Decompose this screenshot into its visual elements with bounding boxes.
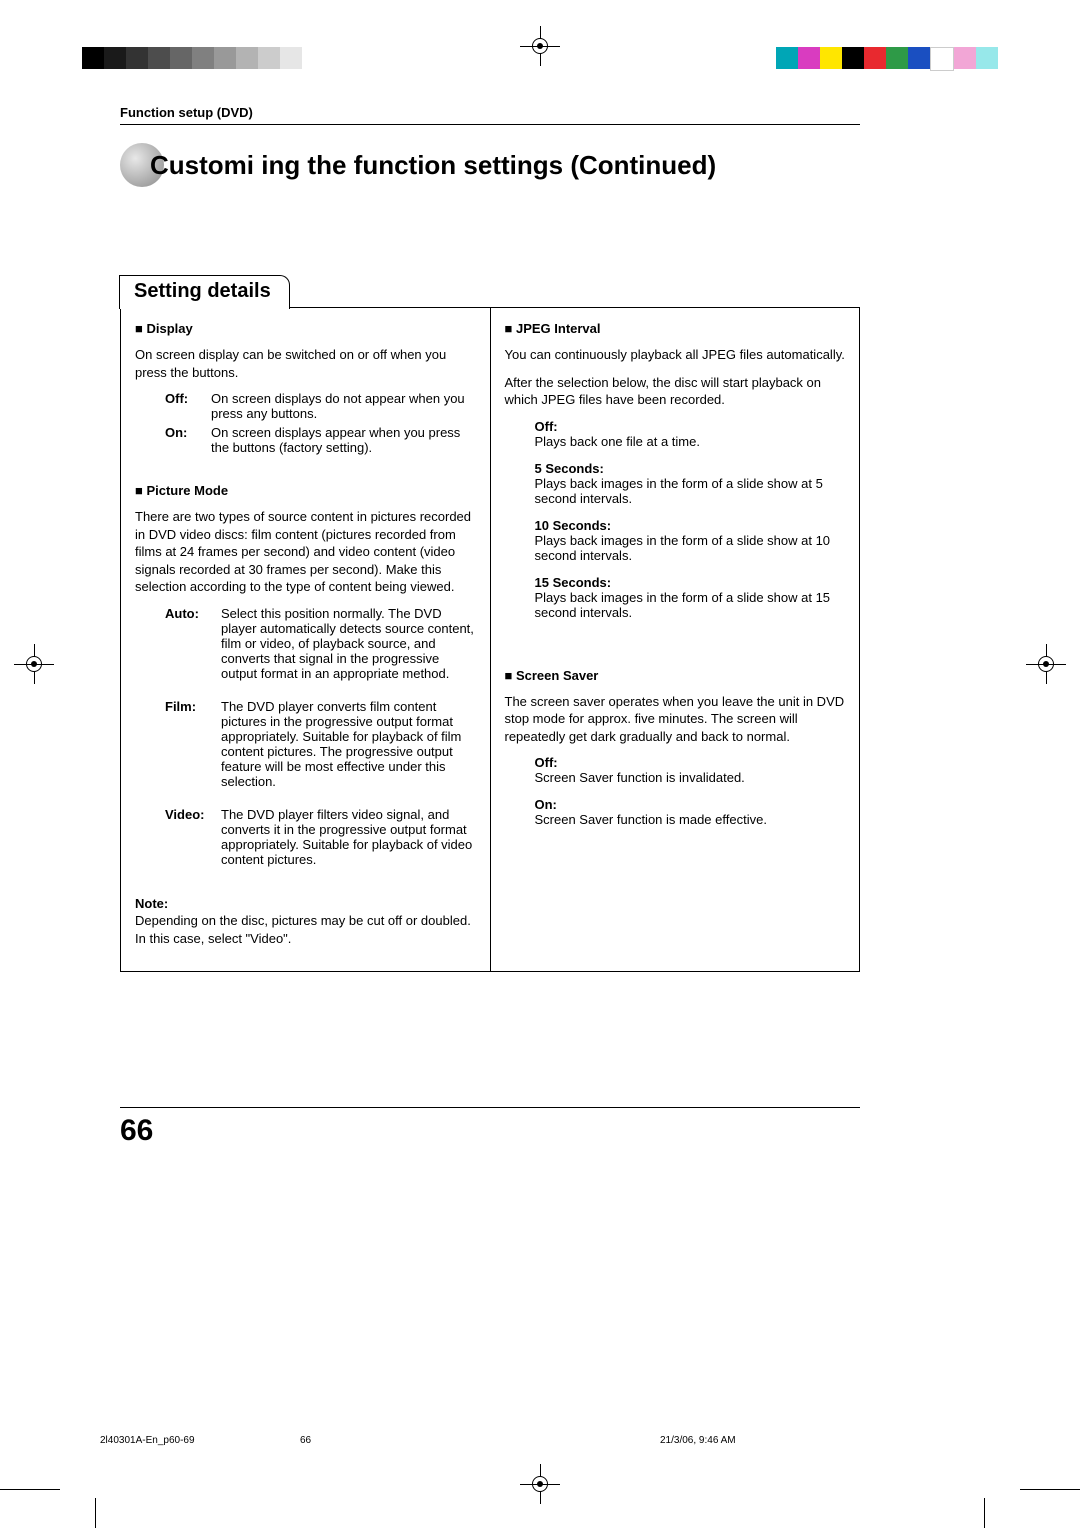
picture-mode-intro: There are two types of source content in… xyxy=(135,508,476,596)
printer-marks-top xyxy=(0,42,1080,82)
footer-file: 2l40301A-En_p60-69 xyxy=(100,1435,300,1446)
page-content: Function setup (DVD) Customi ing the fun… xyxy=(120,105,860,1148)
option-desc: Plays back images in the form of a slide… xyxy=(535,476,846,506)
option-desc: The DVD player filters video signal, and… xyxy=(221,807,476,867)
option-item: On:Screen Saver function is made effecti… xyxy=(535,797,846,827)
color-swatch xyxy=(798,47,820,69)
option-item: Off:Plays back one file at a time. xyxy=(535,419,846,449)
gray-swatch-strip xyxy=(82,47,302,69)
color-swatch xyxy=(864,47,886,69)
option-label: On: xyxy=(165,425,211,455)
color-swatch xyxy=(976,47,998,69)
left-column: Display On screen display can be switche… xyxy=(120,307,490,971)
option-label: Film: xyxy=(165,699,221,789)
color-swatch xyxy=(908,47,930,69)
crop-mark xyxy=(984,1498,985,1528)
option-item: Off:Screen Saver function is invalidated… xyxy=(535,755,846,785)
registration-mark-left xyxy=(20,650,48,678)
color-swatch xyxy=(954,47,976,69)
page-title: Customi ing the function settings (Conti… xyxy=(150,150,716,181)
section-header: Function setup (DVD) xyxy=(120,105,860,125)
option-label: On: xyxy=(535,797,846,812)
note-label: Note: xyxy=(135,896,168,911)
footer-metadata: 2l40301A-En_p60-69 66 21/3/06, 9:46 AM xyxy=(100,1435,980,1446)
color-swatch xyxy=(930,47,954,71)
color-swatch xyxy=(776,47,798,69)
details-heading: Setting details xyxy=(119,275,290,309)
option-item: 10 Seconds:Plays back images in the form… xyxy=(535,518,846,563)
page-number: 66 xyxy=(120,1107,860,1148)
option-item: 5 Seconds:Plays back images in the form … xyxy=(535,461,846,506)
option-desc: Screen Saver function is invalidated. xyxy=(535,770,846,785)
color-swatch-strip xyxy=(776,47,998,71)
gray-swatch xyxy=(280,47,302,69)
option-item: 15 Seconds:Plays back images in the form… xyxy=(535,575,846,620)
option-item: Film:The DVD player converts film conten… xyxy=(165,699,476,789)
crop-mark xyxy=(0,1489,60,1490)
option-desc: Plays back images in the form of a slide… xyxy=(535,590,846,620)
color-swatch xyxy=(842,47,864,69)
option-desc: On screen displays appear when you press… xyxy=(211,425,476,455)
option-label: Off: xyxy=(535,755,846,770)
gray-swatch xyxy=(148,47,170,69)
display-heading: Display xyxy=(135,321,476,336)
registration-mark-top xyxy=(526,32,554,60)
display-options: Off:On screen displays do not appear whe… xyxy=(165,391,476,455)
page-title-row: Customi ing the function settings (Conti… xyxy=(120,143,860,187)
option-label: Auto: xyxy=(165,606,221,681)
option-label: Video: xyxy=(165,807,221,867)
gray-swatch xyxy=(104,47,126,69)
setting-details-box: Setting details Display On screen displa… xyxy=(120,307,860,972)
option-label: Off: xyxy=(165,391,211,421)
picture-mode-options: Auto:Select this position normally. The … xyxy=(165,606,476,885)
color-swatch xyxy=(820,47,842,69)
gray-swatch xyxy=(82,47,104,69)
gray-swatch xyxy=(214,47,236,69)
color-swatch xyxy=(886,47,908,69)
right-column: JPEG Interval You can continuously playb… xyxy=(490,307,860,971)
registration-mark-bottom xyxy=(526,1470,554,1498)
option-desc: The DVD player converts film content pic… xyxy=(221,699,476,789)
screen-saver-heading: Screen Saver xyxy=(505,668,846,683)
jpeg-heading: JPEG Interval xyxy=(505,321,846,336)
option-label: 5 Seconds: xyxy=(535,461,846,476)
screen-saver-options: Off:Screen Saver function is invalidated… xyxy=(505,755,846,827)
footer-page: 66 xyxy=(300,1435,500,1446)
option-item: Video:The DVD player filters video signa… xyxy=(165,807,476,867)
footer-timestamp: 21/3/06, 9:46 AM xyxy=(500,1435,980,1446)
picture-mode-heading: Picture Mode xyxy=(135,483,476,498)
note: Note: Depending on the disc, pictures ma… xyxy=(135,895,476,948)
crop-mark xyxy=(95,1498,96,1528)
crop-mark xyxy=(1020,1489,1080,1490)
option-desc: Select this position normally. The DVD p… xyxy=(221,606,476,681)
option-desc: Plays back one file at a time. xyxy=(535,434,846,449)
option-label: Off: xyxy=(535,419,846,434)
option-label: 10 Seconds: xyxy=(535,518,846,533)
gray-swatch xyxy=(258,47,280,69)
jpeg-options: Off:Plays back one file at a time. 5 Seco… xyxy=(505,419,846,620)
gray-swatch xyxy=(126,47,148,69)
gray-swatch xyxy=(236,47,258,69)
note-text: Depending on the disc, pictures may be c… xyxy=(135,913,471,946)
option-desc: Plays back images in the form of a slide… xyxy=(535,533,846,563)
jpeg-intro-2: After the selection below, the disc will… xyxy=(505,374,846,409)
jpeg-intro-1: You can continuously playback all JPEG f… xyxy=(505,346,846,364)
option-item: On:On screen displays appear when you pr… xyxy=(165,425,476,455)
option-item: Auto:Select this position normally. The … xyxy=(165,606,476,681)
option-item: Off:On screen displays do not appear whe… xyxy=(165,391,476,421)
gray-swatch xyxy=(192,47,214,69)
gray-swatch xyxy=(170,47,192,69)
display-intro: On screen display can be switched on or … xyxy=(135,346,476,381)
option-desc: Screen Saver function is made effective. xyxy=(535,812,846,827)
registration-mark-right xyxy=(1032,650,1060,678)
option-desc: On screen displays do not appear when yo… xyxy=(211,391,476,421)
option-label: 15 Seconds: xyxy=(535,575,846,590)
screen-saver-intro: The screen saver operates when you leave… xyxy=(505,693,846,746)
